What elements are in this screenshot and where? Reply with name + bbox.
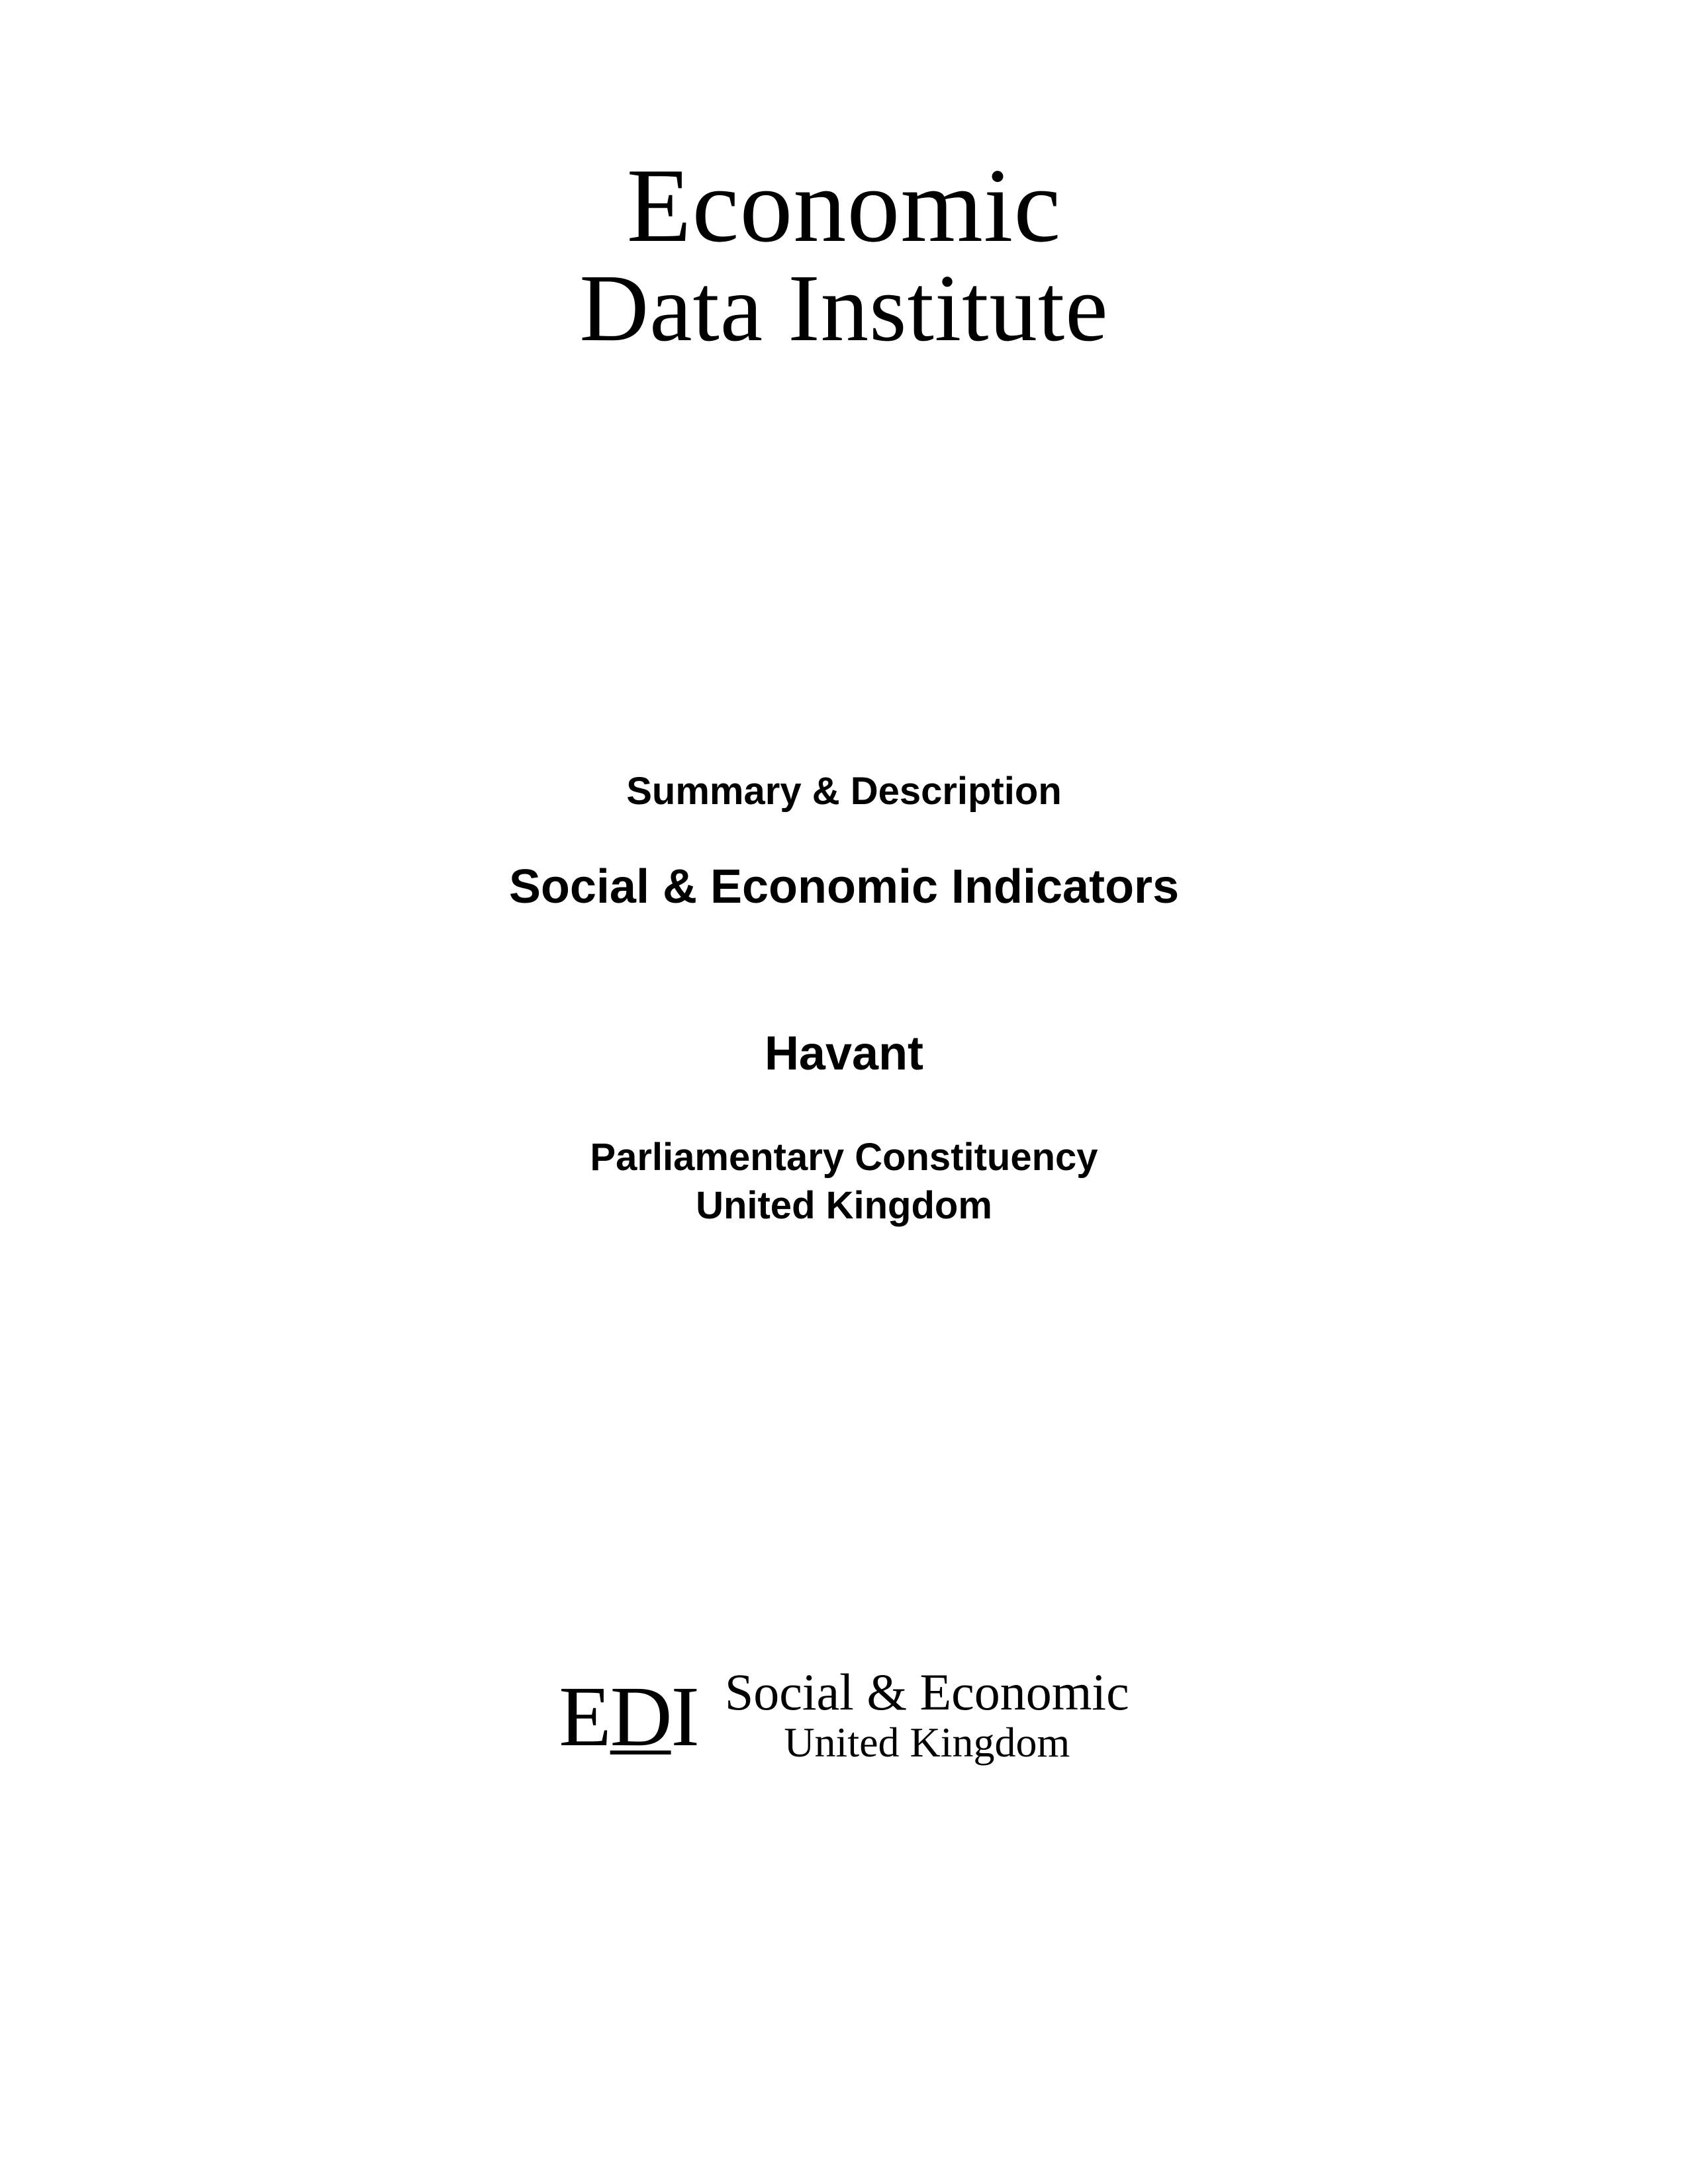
footer-logo-line2: United Kingdom [725, 1718, 1129, 1767]
footer-acronym-d: D [610, 1669, 671, 1764]
footer-logo-acronym: EDI [559, 1667, 698, 1766]
subtitle-constituency: Parliamentary Constituency [509, 1134, 1179, 1182]
main-logo-line1: Economic [579, 152, 1108, 258]
content-block: Summary & Description Social & Economic … [509, 769, 1179, 1230]
footer-acronym-i: I [671, 1669, 698, 1764]
document-page: Economic Data Institute Summary & Descri… [0, 0, 1688, 2184]
footer-logo-text: Social & Economic United Kingdom [725, 1666, 1129, 1767]
summary-description-label: Summary & Description [509, 769, 1179, 813]
document-title: Social & Economic Indicators [509, 860, 1179, 914]
footer-acronym-e: E [559, 1669, 610, 1764]
main-logo: Economic Data Institute [579, 152, 1108, 359]
subtitle-country: United Kingdom [509, 1182, 1179, 1230]
footer-logo-line1: Social & Economic [725, 1666, 1129, 1718]
main-logo-line2: Data Institute [579, 258, 1108, 359]
location-name: Havant [509, 1026, 1179, 1081]
footer-logo: EDI Social & Economic United Kingdom [559, 1666, 1129, 1767]
